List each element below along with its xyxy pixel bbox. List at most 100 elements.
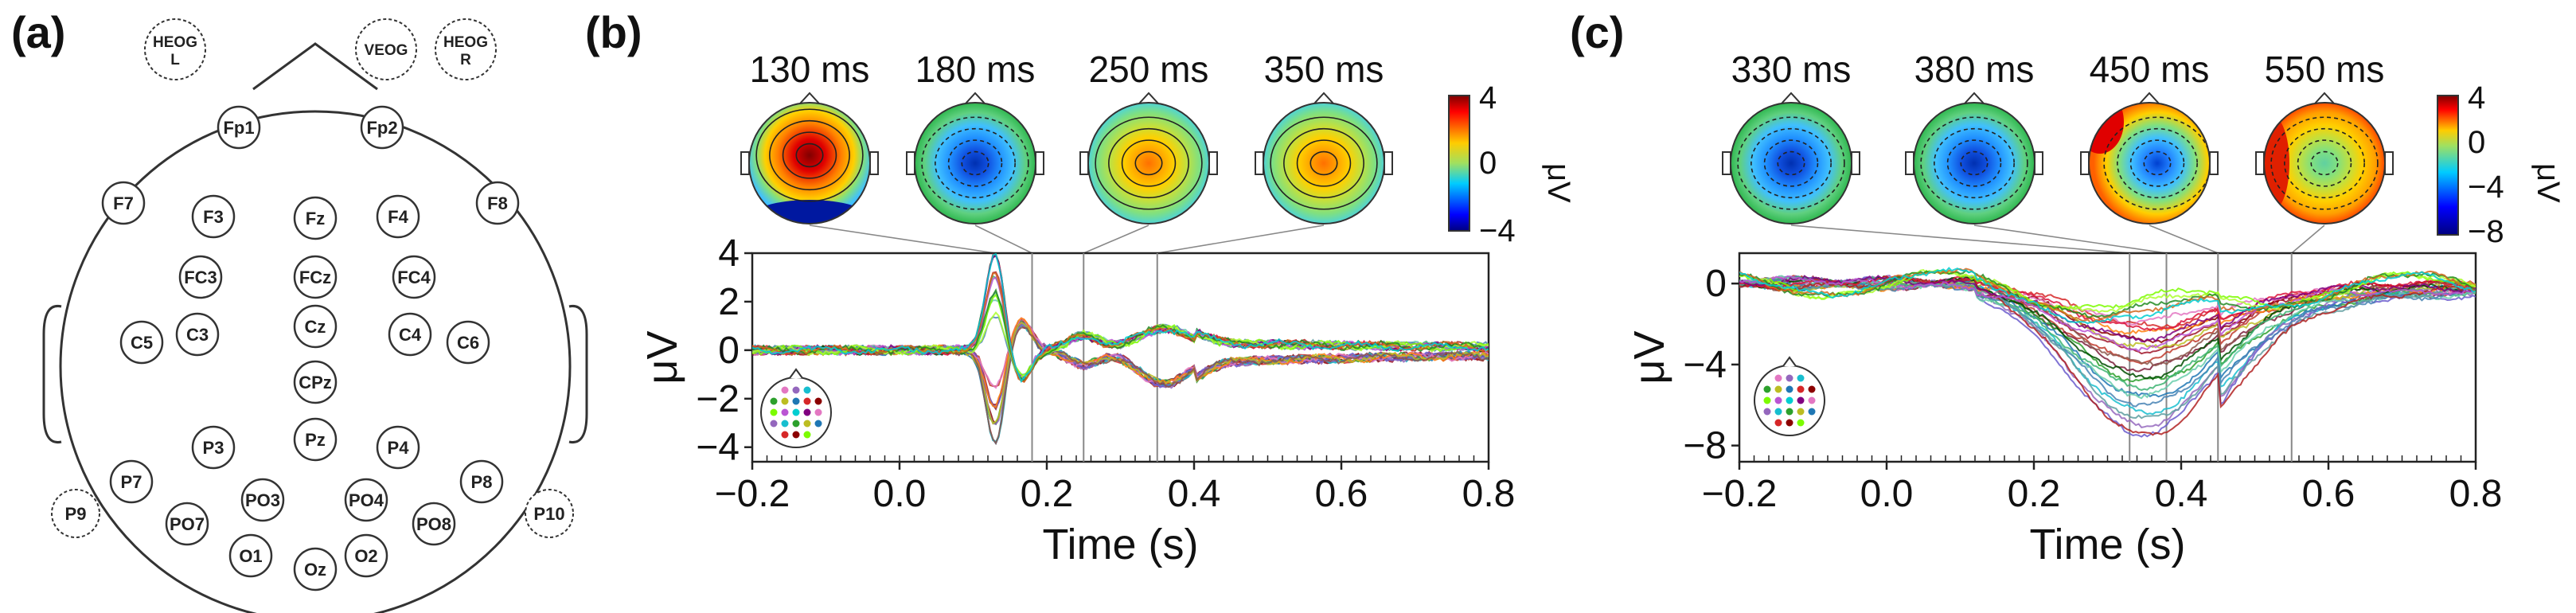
eog-label-line1: HEOG (443, 34, 488, 51)
inset-electrode-dot (1797, 396, 1805, 404)
electrode-circle (191, 194, 236, 239)
topomap-contour (1751, 127, 1832, 199)
electrode-circle (178, 255, 223, 299)
electrode-label: F8 (487, 193, 508, 213)
topomap-field (1914, 103, 2035, 224)
electrode-circle (360, 105, 404, 150)
electrode-fc4: FC4 (392, 255, 436, 299)
topomap-nose (1138, 92, 1159, 104)
eog-circle (144, 18, 206, 80)
electrode-circle (293, 255, 338, 299)
topomap-contour (1777, 150, 1805, 176)
inset-electrode-dot (1774, 374, 1782, 382)
cb-c-tick-4: 4 (2468, 80, 2485, 115)
topomap-contour (947, 139, 1003, 187)
electrode-circle (459, 459, 504, 504)
topomap-contour (921, 116, 1029, 210)
electrode-fc3: FC3 (178, 255, 223, 299)
electrode-f4: F4 (376, 194, 420, 239)
electrode-circle (293, 417, 338, 462)
panel-c-topomaps: 330 ms 380 ms 450 ms 550 ms (1722, 49, 2394, 254)
electrode-label: C5 (131, 333, 153, 353)
electrode-label: Fp2 (366, 118, 397, 138)
topomap: 130 ms (740, 49, 879, 225)
electrode-label: F7 (113, 193, 134, 213)
topomap-contour (2270, 116, 2379, 210)
electrode-circle (293, 196, 338, 240)
topomap-nose (799, 92, 820, 104)
inset-electrode-dot (1763, 408, 1771, 416)
cb-b-label: μV (1541, 163, 1576, 203)
inset-electrode-dot (1797, 408, 1805, 416)
electrode-label: P7 (121, 472, 142, 492)
electrode-label: PO3 (245, 490, 280, 510)
inset-electrode-dot (1786, 419, 1793, 427)
y-axis-label: μV (638, 330, 686, 384)
electrode-label: Oz (304, 560, 326, 580)
erp-trace (752, 320, 1489, 426)
topomap: 250 ms (1079, 49, 1218, 225)
topomap-positive-region (2089, 103, 2124, 154)
topomap-field (2264, 103, 2385, 224)
electrode-circle (175, 312, 220, 357)
topomap-connector (1157, 225, 1325, 254)
panel-b-colorbar: 4 0 −4 μV (1448, 80, 1576, 248)
electrode-p10: P10 (525, 489, 574, 538)
electrode-circle (392, 255, 436, 299)
topomap-left-ear (2080, 151, 2090, 175)
erp-trace (752, 287, 1489, 382)
inset-electrode-dot (803, 397, 811, 405)
x-tick-label: 0.4 (1168, 473, 1221, 515)
y-tick-label: −4 (696, 427, 740, 469)
erp-trace (752, 271, 1489, 383)
inset-electrode-dot (1763, 385, 1771, 393)
topomap-contour (1920, 116, 2028, 210)
topomap-outline (914, 102, 1036, 225)
topomap-right-ear (1851, 151, 1860, 175)
y-tick-label: −8 (1683, 425, 1727, 467)
cb-b-tick-4: 4 (1479, 80, 1497, 115)
electrode-cz: Cz (293, 304, 338, 349)
panel-b-plot: −0.2 0.0 0.2 0.4 0.6 0.8 4 2 0 −2 −4 Time (s) μV (638, 232, 1515, 568)
electrode-circle (191, 425, 236, 470)
inset-electrode-dot (781, 397, 789, 405)
electrode-label: FC4 (397, 267, 431, 287)
inset-electrode-dot (1808, 396, 1816, 404)
eog-label: VEOG (365, 42, 408, 59)
electrode-circle-dashed (525, 489, 574, 538)
electrode-c6: C6 (446, 320, 490, 365)
electrode-label: Fp1 (223, 118, 254, 138)
cb-c-tick-neg4: −4 (2468, 170, 2504, 205)
inset-electrode-dot (792, 420, 800, 428)
topomap-contour (795, 143, 824, 168)
topomap-contour (1296, 139, 1352, 187)
topomap-right-ear (1208, 151, 1218, 175)
electrode-circle-dashed (51, 489, 100, 538)
colorbar-c (2437, 95, 2459, 236)
y-tick-label: 2 (718, 281, 740, 323)
electrode-f8: F8 (475, 181, 520, 225)
cb-b-tick-0: 0 (1479, 146, 1497, 181)
topomap-contour (2129, 139, 2185, 187)
inset-electrode-dot (1774, 408, 1782, 416)
topomap-field (1731, 103, 1852, 224)
topomap-right-ear (1384, 151, 1393, 175)
colorbar-b (1448, 95, 1470, 232)
topomap: 180 ms (906, 49, 1044, 225)
head-outline (59, 110, 572, 613)
x-tick-label: 0.6 (1315, 473, 1368, 515)
electrode-circle (228, 533, 273, 578)
topomap-left-ear (906, 151, 915, 175)
topomap-right-ear (2384, 151, 2394, 175)
electrode-circle (240, 478, 285, 522)
topomap-contour (2284, 127, 2365, 199)
electrode-fp1: Fp1 (217, 105, 261, 150)
erp-trace (752, 326, 1489, 446)
topomap-connector (1973, 225, 2167, 254)
inset-electrode-dot (1786, 385, 1793, 393)
electrode-label: C6 (457, 333, 479, 353)
inset-electrode-dot (1797, 385, 1805, 393)
topomap-nose (2139, 92, 2160, 104)
panel-b-label: (b) (585, 7, 642, 57)
